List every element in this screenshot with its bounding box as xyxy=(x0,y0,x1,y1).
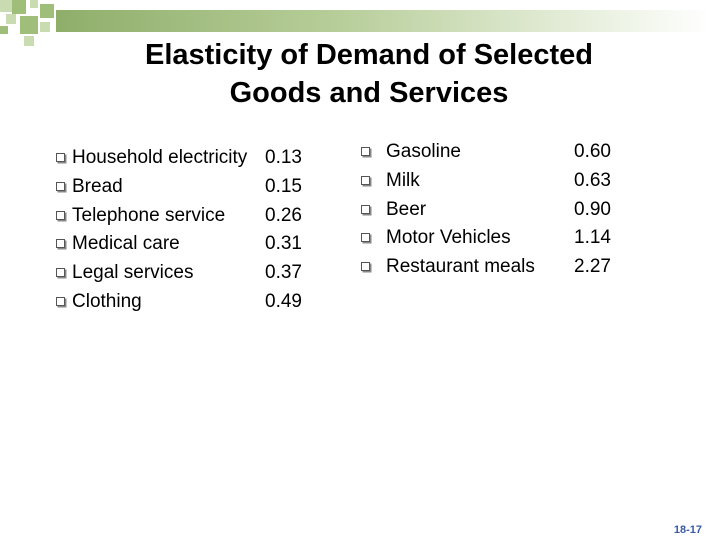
item-label: Legal services xyxy=(72,262,194,284)
item-value: 0.31 xyxy=(265,233,302,255)
left-goods-list: Household electricity 0.13 Bread 0.15 Te… xyxy=(56,144,326,317)
item-value: 0.63 xyxy=(574,169,611,191)
checkbox-bullet-icon xyxy=(361,204,370,214)
list-item: Gasoline 0.60 xyxy=(361,138,631,167)
checkbox-bullet-icon xyxy=(56,268,65,278)
item-label: Motor Vehicles xyxy=(386,227,511,249)
checkbox-bullet-icon xyxy=(56,153,65,162)
item-label: Household electricity xyxy=(72,147,248,168)
item-value: 0.26 xyxy=(265,204,302,226)
title-line-2: Goods and Services xyxy=(229,77,509,109)
item-label: Medical care xyxy=(72,233,180,255)
item-label: Bread xyxy=(72,175,123,197)
checkbox-bullet-icon xyxy=(361,233,370,243)
item-value: 0.37 xyxy=(265,262,302,284)
list-item: Milk 0.63 xyxy=(361,167,631,196)
page-number: 18-17 xyxy=(673,524,702,536)
item-value: 0.49 xyxy=(265,290,302,312)
item-value: 1.14 xyxy=(574,227,611,249)
checkbox-bullet-icon xyxy=(56,239,65,249)
list-item: Legal services 0.37 xyxy=(56,259,326,288)
item-value: 2.27 xyxy=(574,256,611,278)
item-value: 0.15 xyxy=(265,175,302,197)
list-item: Bread 0.15 xyxy=(56,173,326,202)
checkbox-bullet-icon xyxy=(56,181,65,191)
item-label: Gasoline xyxy=(386,141,461,162)
checkbox-bullet-icon xyxy=(56,296,65,306)
item-value: 0.90 xyxy=(574,198,611,220)
checkbox-bullet-icon xyxy=(361,262,370,272)
item-label: Telephone service xyxy=(72,204,226,226)
list-item: Household electricity 0.13 xyxy=(56,144,326,173)
list-item: Restaurant meals 2.27 xyxy=(361,253,631,282)
item-label: Milk xyxy=(386,169,420,191)
list-item: Telephone service 0.26 xyxy=(56,202,326,231)
checkbox-bullet-icon xyxy=(361,175,370,185)
right-goods-list: Gasoline 0.60 Milk 0.63 Beer 0.90 Motor … xyxy=(361,138,631,282)
list-item: Medical care 0.31 xyxy=(56,230,326,259)
title-accent-bar xyxy=(56,10,710,32)
list-item: Clothing 0.49 xyxy=(56,288,326,317)
checkbox-bullet-icon xyxy=(361,147,370,156)
item-value: 0.60 xyxy=(574,141,611,162)
checkbox-bullet-icon xyxy=(56,210,65,220)
title-line-1: Elasticity of Demand of Selected xyxy=(144,39,593,71)
list-item: Beer 0.90 xyxy=(361,196,631,225)
item-label: Beer xyxy=(386,198,427,220)
list-item: Motor Vehicles 1.14 xyxy=(361,224,631,253)
item-value: 0.13 xyxy=(265,147,302,168)
item-label: Restaurant meals xyxy=(386,256,535,278)
slide-title: Elasticity of Demand of Selected Goods a… xyxy=(0,36,720,112)
item-label: Clothing xyxy=(72,290,142,312)
